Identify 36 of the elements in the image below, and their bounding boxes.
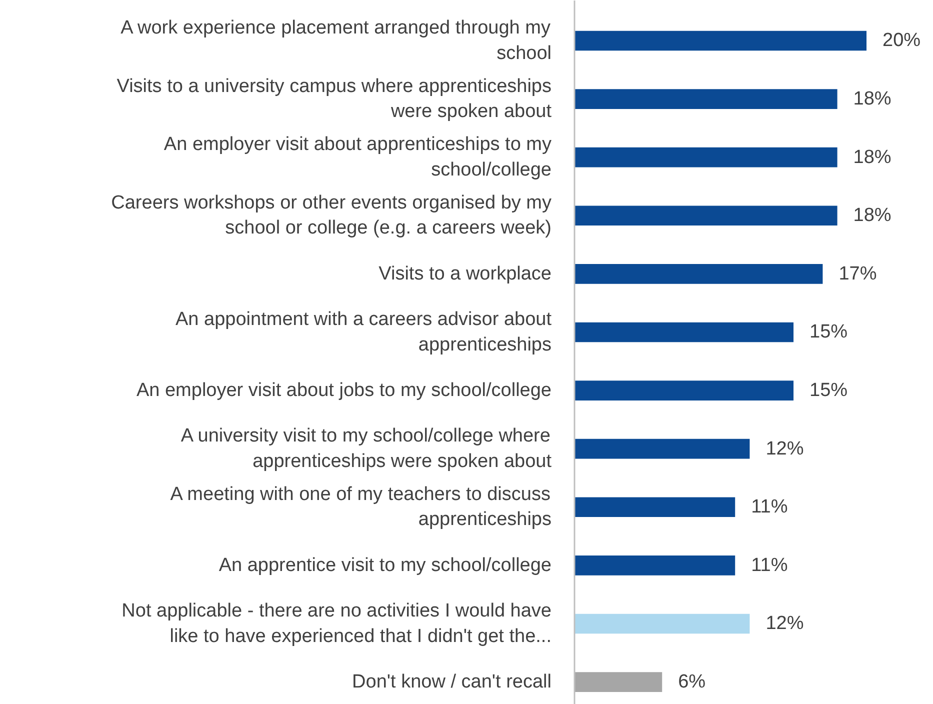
y-tick-label: A work experience placement arranged through my school [120,18,552,64]
bar [574,556,736,576]
y-tick-label: A meeting with one of my teachers to discuss apprenticeships [170,484,552,530]
bar [574,614,750,634]
y-tick-label: Visits to a university campus where apprenticeships were spoken about [116,76,552,122]
y-tick-label: A university visit to my school/college where apprenticeships were spoken about [180,426,552,472]
bar [574,206,838,226]
bar [574,89,838,109]
y-tick-label: Visits to a workplace [378,263,552,284]
y-tick-label: Careers workshops or other events organised by my school or college (e.g. a careers week) [111,192,552,239]
data-label: 18% [853,205,892,226]
data-label: 15% [810,322,848,343]
bar [574,497,736,518]
y-tick-label: An employer visit about jobs to my school/college [136,380,552,402]
y-tick-label: Don't know / can't recall [352,672,552,693]
y-tick-label: An employer visit about apprenticeships to my school/college [164,134,552,180]
data-label: 18% [853,88,892,110]
data-label: 12% [766,613,804,634]
bar [574,672,662,692]
data-label: 11% [751,554,788,576]
y-tick-label: An apprentice visit to my school/college [218,554,552,576]
bar [574,30,866,51]
data-label: 12% [766,438,804,460]
data-label: 17% [838,263,877,284]
data-label: 6% [678,672,706,693]
bar [574,147,838,168]
y-tick-label: An appointment with a careers advisor about apprenticeships [176,309,552,356]
data-label: 18% [853,146,892,168]
bar [574,380,794,400]
bar [574,438,750,459]
data-label: 11% [751,496,788,518]
data-label: 20% [882,30,921,52]
data-label: 15% [810,380,848,402]
bar [574,264,823,284]
y-tick-label: Not applicable - there are no activities I would have like to have experienced that I didn't get the... [122,600,552,647]
bar [574,322,794,342]
